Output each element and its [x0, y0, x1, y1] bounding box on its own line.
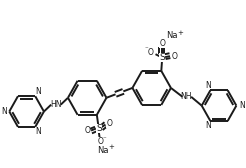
Text: N: N — [1, 107, 7, 116]
Text: NH: NH — [181, 92, 192, 101]
Text: N: N — [205, 121, 211, 130]
Text: Na: Na — [97, 146, 108, 155]
Text: S: S — [159, 53, 165, 62]
Text: O: O — [107, 119, 112, 128]
Text: O: O — [98, 137, 104, 146]
Text: O: O — [84, 126, 90, 135]
Text: +: + — [178, 30, 184, 36]
Text: O: O — [172, 52, 178, 61]
Text: ⁻: ⁻ — [145, 46, 149, 52]
Text: N: N — [35, 87, 41, 96]
Text: ⁻: ⁻ — [103, 136, 107, 142]
Text: N: N — [35, 127, 41, 136]
Text: N: N — [205, 81, 211, 90]
Text: HN: HN — [50, 100, 62, 109]
Text: S: S — [96, 124, 102, 133]
Text: +: + — [108, 144, 114, 150]
Text: O: O — [148, 48, 154, 57]
Text: O: O — [159, 39, 165, 48]
Text: Na: Na — [166, 31, 178, 40]
Text: N: N — [239, 101, 245, 110]
